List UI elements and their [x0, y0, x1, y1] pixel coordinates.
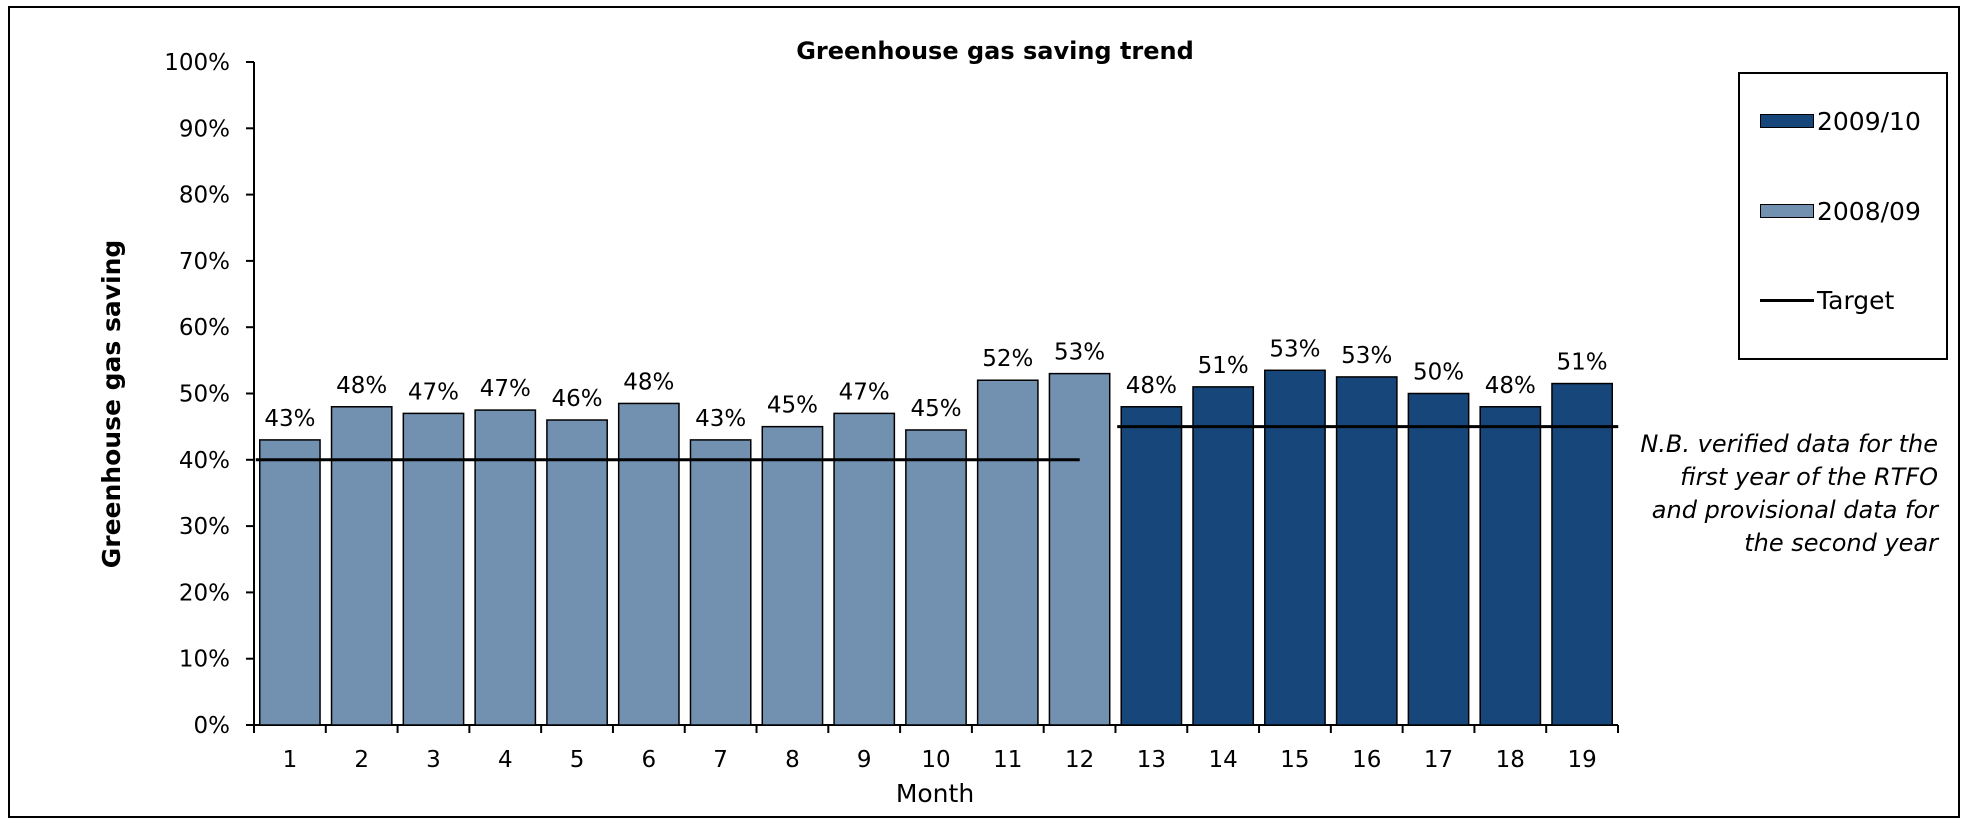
data-label: 48% [1126, 373, 1177, 399]
x-tick-label: 6 [642, 747, 657, 773]
bar [689, 439, 752, 726]
data-label: 47% [480, 376, 531, 402]
bar [474, 409, 537, 726]
x-tick-label: 4 [498, 747, 513, 773]
chart-title: Greenhouse gas saving trend [796, 37, 1194, 65]
x-tick-label: 13 [1137, 747, 1166, 773]
data-label: 53% [1054, 340, 1105, 366]
y-axis-title: Greenhouse gas saving [97, 240, 126, 569]
legend: 2009/10 2008/09 Target [1738, 72, 1948, 360]
data-label: 47% [408, 379, 459, 405]
bar [330, 406, 393, 726]
bar [1551, 382, 1614, 726]
x-tick-label: 3 [426, 747, 441, 773]
data-label: 43% [695, 406, 746, 432]
y-tick-label: 50% [179, 382, 230, 408]
target-lines [255, 425, 1619, 462]
bar [402, 412, 465, 726]
y-tick-label: 20% [179, 580, 230, 606]
data-label: 53% [1269, 336, 1320, 362]
x-tick-label: 10 [921, 747, 950, 773]
x-tick-label: 1 [283, 747, 298, 773]
x-tick-label: 2 [354, 747, 369, 773]
data-label: 51% [1198, 353, 1249, 379]
data-label: 47% [839, 379, 890, 405]
bar [833, 412, 896, 726]
x-tick-label: 11 [993, 747, 1022, 773]
y-tick-label: 80% [179, 183, 230, 209]
legend-item-target: Target [1760, 285, 1894, 315]
x-tick-label: 7 [713, 747, 728, 773]
x-tick-label: 8 [785, 747, 800, 773]
x-tick-label: 5 [570, 747, 585, 773]
chart-note: N.B. verified data for the first year of… [1640, 430, 1938, 557]
legend-item-2008-09: 2008/09 [1760, 196, 1921, 226]
data-label: 43% [264, 406, 315, 432]
legend-swatch-2009-10 [1760, 114, 1814, 128]
data-label: 48% [1485, 373, 1536, 399]
data-label: 48% [336, 373, 387, 399]
legend-item-2009-10: 2009/10 [1760, 106, 1921, 136]
bars [258, 369, 1614, 726]
y-tick-label: 10% [179, 647, 230, 673]
y-tick-label: 40% [179, 448, 230, 474]
y-tick-label: 60% [179, 315, 230, 341]
data-label: 46% [551, 386, 602, 412]
x-tick-label: 9 [857, 747, 872, 773]
data-label: 51% [1557, 350, 1608, 376]
data-label: 50% [1413, 360, 1464, 386]
bar [905, 429, 967, 726]
x-axis: 1 2 3 4 5 6 7 8 9 10 11 12 13 14 15 16 17 18 19 [253, 724, 1619, 773]
x-axis-title: Month [896, 779, 974, 808]
y-tick-label: 90% [179, 116, 230, 142]
bar [1479, 406, 1542, 726]
bar [1120, 406, 1183, 726]
legend-label-target: Target [1817, 285, 1895, 315]
legend-swatch-target [1760, 298, 1814, 302]
legend-swatch-2008-09 [1760, 204, 1814, 218]
legend-label-2009-10: 2009/10 [1817, 106, 1921, 136]
data-label: 52% [982, 346, 1033, 372]
x-tick-label: 18 [1496, 747, 1525, 773]
legend-label-2008-09: 2008/09 [1817, 196, 1921, 226]
data-label: 45% [767, 393, 818, 419]
bar [761, 425, 824, 726]
bar [1407, 392, 1470, 726]
x-tick-label: 16 [1352, 747, 1381, 773]
bar [1048, 372, 1111, 726]
y-tick-label: 30% [179, 514, 230, 540]
x-tick-label: 14 [1209, 747, 1238, 773]
bar [1264, 369, 1326, 726]
y-tick-label: 70% [179, 249, 230, 275]
data-label: 45% [910, 396, 961, 422]
bar [976, 379, 1039, 726]
data-label: 48% [623, 369, 674, 395]
bar [258, 439, 321, 726]
x-tick-label: 12 [1065, 747, 1094, 773]
bar [546, 419, 608, 726]
bar [1335, 376, 1398, 726]
y-tick-label: 0% [194, 713, 231, 739]
data-labels: 43% 48% 47% 47% 46% 48% 43% 45% 47% 45% 52% 53% 48% 5… [264, 336, 1607, 432]
x-tick-label: 19 [1567, 747, 1596, 773]
chart-frame [8, 6, 1960, 818]
x-tick-label: 17 [1424, 747, 1453, 773]
bar [1192, 386, 1255, 726]
x-tick-label: 15 [1280, 747, 1309, 773]
y-axis: 0% 10% 20% 30% 40% 50% 60% 70% 80% 90% 100% [164, 50, 255, 739]
y-tick-label: 100% [164, 50, 230, 76]
bar [617, 402, 680, 726]
data-label: 53% [1341, 343, 1392, 369]
